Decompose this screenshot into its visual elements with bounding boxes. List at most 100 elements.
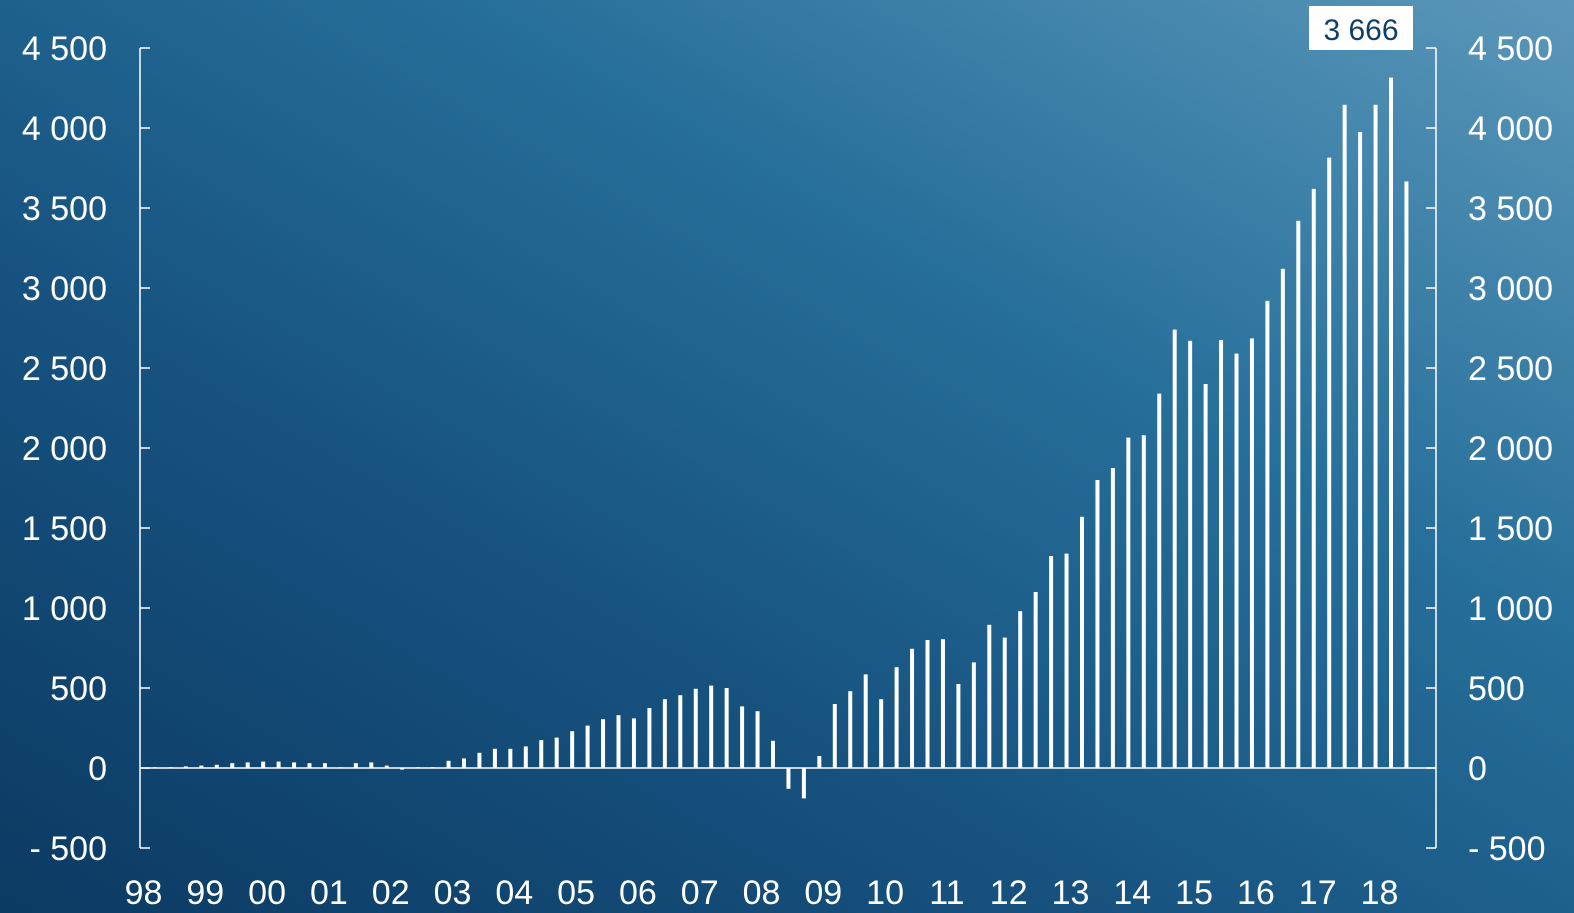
y-tick-label-right: 3 000 — [1468, 270, 1553, 308]
bar — [477, 753, 481, 768]
bar — [493, 749, 497, 768]
bar — [771, 741, 775, 768]
bar — [1142, 435, 1146, 768]
bar — [941, 639, 945, 768]
bar — [833, 704, 837, 768]
bar — [1034, 592, 1038, 768]
bar — [1374, 105, 1378, 768]
x-tick-label: 04 — [495, 874, 533, 912]
bar — [802, 768, 806, 798]
bar — [292, 762, 296, 768]
bar — [1312, 189, 1316, 768]
bar — [385, 766, 389, 768]
bar — [1188, 341, 1192, 768]
x-tick-label: 10 — [866, 874, 904, 912]
bar — [153, 767, 157, 768]
x-tick-label: 16 — [1237, 874, 1275, 912]
bar — [848, 691, 852, 768]
y-tick-label-left: 1 500 — [22, 510, 107, 548]
bar — [817, 756, 821, 768]
bar — [1343, 105, 1347, 768]
bar — [601, 719, 605, 768]
x-tick-label: 12 — [990, 874, 1028, 912]
bar — [524, 746, 528, 768]
x-tick-label: 14 — [1113, 874, 1151, 912]
y-tick-label-right: - 500 — [1468, 830, 1546, 868]
bar — [617, 715, 621, 768]
y-tick-label-left: 500 — [50, 670, 107, 708]
x-tick-label: 00 — [248, 874, 286, 912]
bar — [1173, 330, 1177, 768]
bar — [184, 766, 188, 768]
x-tick-label: 07 — [681, 874, 719, 912]
bar — [1003, 638, 1007, 768]
y-tick-label-right: 4 000 — [1468, 110, 1553, 148]
bar — [1018, 611, 1022, 768]
x-tick-label: 03 — [434, 874, 472, 912]
bar — [1157, 394, 1161, 768]
bar — [709, 686, 713, 768]
bars — [153, 78, 1408, 799]
y-tick-label-left: 4 500 — [22, 30, 107, 68]
bar — [308, 763, 312, 768]
callout-text: 3 666 — [1323, 14, 1398, 47]
bar — [586, 726, 590, 768]
x-tick-label: 01 — [310, 874, 348, 912]
bar — [1358, 132, 1362, 768]
x-tick-label: 06 — [619, 874, 657, 912]
y-tick-label-left: 3 500 — [22, 190, 107, 228]
bar — [1204, 384, 1208, 768]
bar — [369, 762, 373, 768]
bar — [972, 662, 976, 768]
bar — [168, 767, 172, 768]
bar — [1095, 480, 1099, 768]
bar — [570, 731, 574, 768]
bar — [1389, 78, 1393, 768]
value-callout: 3 666 — [1309, 6, 1413, 50]
bar — [462, 758, 466, 768]
bar — [926, 640, 930, 768]
x-tick-label: 05 — [557, 874, 595, 912]
bar — [864, 674, 868, 768]
x-tick-label: 11 — [929, 874, 964, 912]
bar — [199, 766, 203, 768]
bar — [338, 767, 342, 768]
bar — [1296, 221, 1300, 768]
bar — [539, 740, 543, 768]
y-tick-label-right: 3 500 — [1468, 190, 1553, 228]
y-tick-label-left: - 500 — [30, 830, 108, 868]
y-tick-label-left: 0 — [88, 750, 107, 788]
y-tick-label-left: 1 000 — [22, 590, 107, 628]
x-tick-label: 18 — [1361, 874, 1399, 912]
x-tick-label: 15 — [1175, 874, 1213, 912]
bar — [663, 699, 667, 768]
bar — [354, 763, 358, 768]
x-tick-label: 09 — [804, 874, 842, 912]
bar — [1065, 554, 1069, 768]
x-tick-label: 98 — [125, 874, 163, 912]
x-tick-label: 13 — [1052, 874, 1090, 912]
bar — [895, 667, 899, 768]
bar — [1327, 158, 1331, 768]
x-tick-label: 02 — [372, 874, 410, 912]
y-tick-label-right: 2 000 — [1468, 430, 1553, 468]
bar — [987, 625, 991, 768]
x-tick-label: 17 — [1299, 874, 1337, 912]
bar — [956, 684, 960, 768]
bar — [447, 761, 451, 768]
bar — [1265, 301, 1269, 768]
bar — [694, 689, 698, 768]
axes — [140, 48, 1436, 848]
bar — [1404, 181, 1408, 768]
bar — [632, 718, 636, 768]
y-tick-label-right: 0 — [1468, 750, 1487, 788]
bar — [1235, 354, 1239, 768]
bar — [1219, 340, 1223, 768]
bar — [910, 649, 914, 768]
y-tick-label-left: 3 000 — [22, 270, 107, 308]
bar — [555, 738, 559, 768]
x-tick-label: 99 — [186, 874, 224, 912]
bar — [1080, 517, 1084, 768]
bar — [261, 762, 265, 768]
bar — [678, 695, 682, 768]
